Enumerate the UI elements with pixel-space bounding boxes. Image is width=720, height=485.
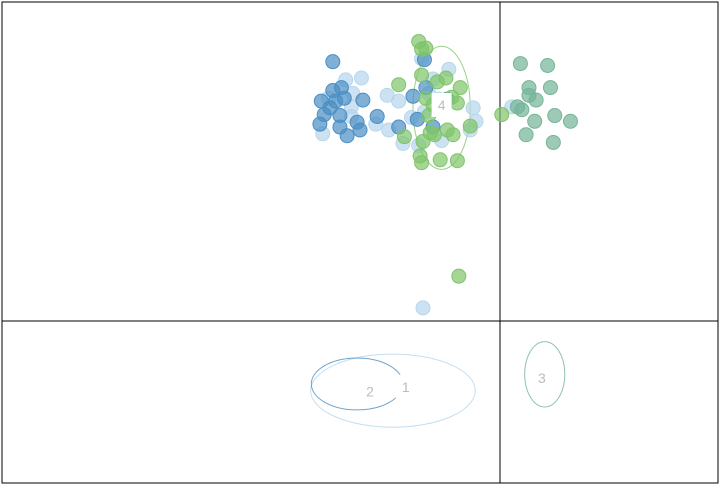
point-cluster-2 [332, 119, 348, 135]
point-cluster-4 [451, 268, 467, 284]
point-cluster-3 [547, 108, 563, 124]
point-cluster-3 [542, 80, 558, 96]
point-cluster-2 [333, 80, 349, 96]
point-cluster-4 [432, 152, 448, 168]
point-cluster-4 [445, 127, 461, 143]
point-cluster-4 [418, 90, 434, 106]
cluster-1-label: 1 [395, 374, 416, 399]
point-cluster-3 [514, 102, 530, 118]
point-cluster-1 [353, 70, 369, 86]
cluster-labels: 1 2 3 4 [360, 92, 552, 404]
point-cluster-4 [462, 118, 478, 134]
point-cluster-2 [369, 108, 385, 124]
cluster-3-ellipse [524, 341, 566, 408]
cluster-2-label-box [360, 379, 381, 404]
point-cluster-3 [545, 134, 561, 150]
point-cluster-3 [540, 57, 556, 73]
cluster-4-label-text: 4 [438, 97, 446, 113]
point-cluster-2 [355, 92, 371, 108]
point-cluster-2 [405, 88, 421, 104]
point-cluster-3 [521, 87, 537, 103]
point-cluster-2 [325, 54, 341, 70]
cluster-2-label-text: 2 [366, 384, 374, 400]
point-cluster-4 [494, 107, 510, 123]
point-cluster-1 [379, 87, 395, 103]
point-cluster-1 [465, 100, 481, 116]
cluster-4-label: 4 [431, 92, 452, 117]
cluster-1-label-box [395, 374, 416, 399]
point-cluster-2 [312, 116, 328, 132]
cluster-3-label-text: 3 [538, 370, 546, 386]
point-cluster-4 [414, 67, 430, 83]
cluster-4-label-box [431, 92, 452, 117]
point-cluster-3 [518, 127, 534, 143]
point-cluster-4 [396, 129, 412, 145]
cluster-3-label: 3 [531, 366, 552, 391]
cluster-1-ellipse [310, 353, 476, 428]
point-cluster-4 [412, 148, 428, 164]
point-cluster-2 [352, 122, 368, 138]
point-cluster-3 [512, 56, 528, 72]
point-cluster-4 [452, 80, 468, 96]
point-cluster-3 [563, 113, 579, 129]
point-cluster-4 [414, 41, 430, 57]
point-cluster-4 [449, 153, 465, 169]
point-cluster-4 [438, 70, 454, 86]
point-cluster-4 [391, 77, 407, 93]
point-cluster-4 [422, 125, 438, 141]
cluster-2-ellipse [310, 357, 404, 411]
data-points [312, 33, 579, 316]
cluster-3-label-box [531, 366, 552, 391]
cluster-2-label: 2 [360, 379, 381, 404]
cluster-1-label-text: 1 [402, 379, 410, 395]
point-cluster-1-outlier [415, 300, 431, 316]
point-cluster-3 [527, 113, 543, 129]
